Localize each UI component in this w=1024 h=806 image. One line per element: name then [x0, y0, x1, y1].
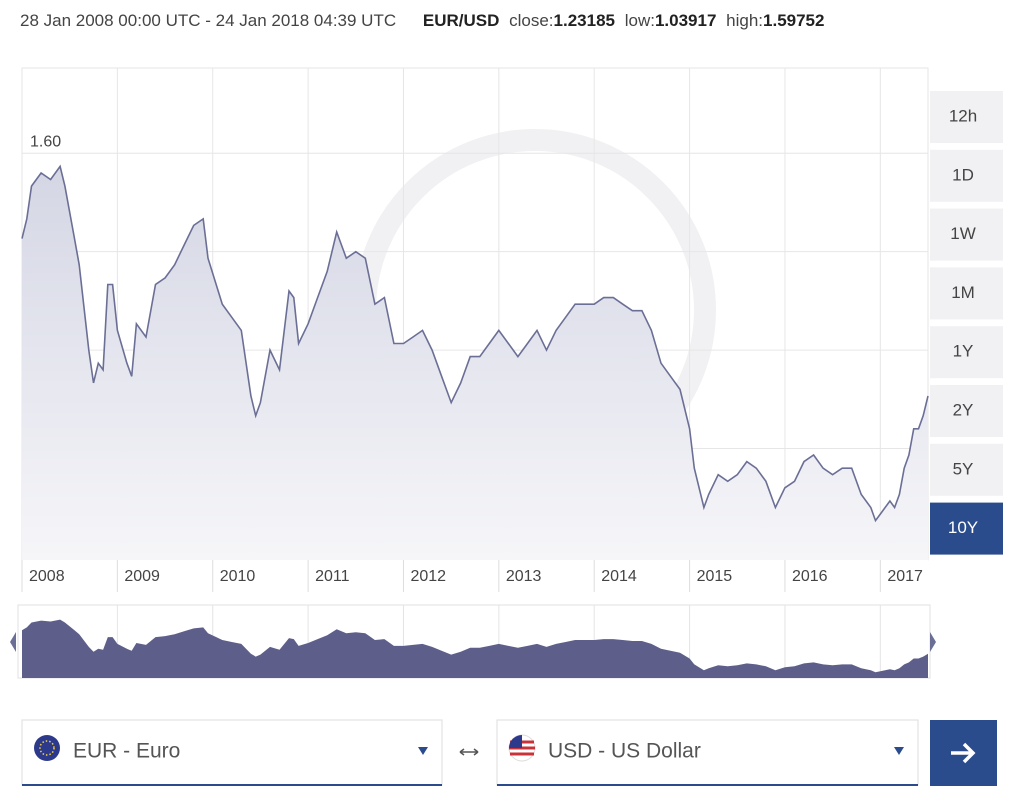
x-tick-label: 2008	[29, 568, 65, 585]
x-axis-strip	[22, 560, 928, 592]
period-button[interactable]	[930, 385, 1003, 437]
swap-icon[interactable]	[459, 748, 479, 756]
to-label: USD - US Dollar	[548, 740, 701, 763]
eu-flag	[34, 735, 60, 761]
y-tick-label: 1.60	[30, 133, 61, 150]
period-buttons: 12h 1D 1W 1M 1Y 2Y 5Y 10Y	[930, 91, 1003, 555]
period-button[interactable]	[930, 443, 1003, 496]
to-select[interactable]	[496, 719, 919, 786]
period-label: 1D	[952, 165, 974, 184]
eu-stars	[39, 740, 55, 756]
period-label: 1M	[951, 283, 975, 302]
nav-handle-left[interactable]	[10, 632, 16, 652]
x-tick-label: 2012	[410, 568, 446, 585]
nav-handle-right[interactable]	[930, 632, 936, 652]
x-axis: 2008 2009 2010 2011 2012 2013 2014 2015 2016 2017	[21, 560, 923, 592]
low-label: low:	[625, 11, 655, 30]
from-select[interactable]	[21, 719, 443, 786]
x-tick-label: 2010	[220, 568, 256, 585]
arrow-icon	[951, 742, 976, 764]
period-button[interactable]	[930, 208, 1003, 261]
range: 28 Jan 2008 00:00 UTC - 24 Jan 2018 04:3…	[20, 11, 396, 30]
area	[22, 166, 928, 560]
x-tick-label: 2009	[124, 568, 160, 585]
period-button[interactable]	[930, 149, 1003, 202]
period-button[interactable]	[930, 502, 1003, 555]
plot: 1.001.151.301.451.60	[21, 133, 929, 560]
from-caret	[418, 747, 428, 755]
period-label: 12h	[949, 106, 977, 125]
high-label: high:	[726, 11, 763, 30]
x-tick-label: 2014	[601, 568, 637, 585]
x-tick-label: 2017	[887, 568, 923, 585]
close: 1.23185	[554, 11, 615, 30]
header: 28 Jan 2008 00:00 UTC - 24 Jan 2018 04:3…	[20, 11, 824, 30]
from-label: EUR - Euro	[73, 740, 180, 763]
x-tick-label: 2011	[315, 568, 350, 585]
pair: EUR/USD	[423, 11, 500, 30]
high: 1.59752	[763, 11, 824, 30]
price-line	[21, 164, 929, 523]
period-button[interactable]	[930, 91, 1003, 143]
x-tick-label: 2015	[697, 568, 733, 585]
x-tick-label: 2013	[506, 568, 542, 585]
period-label: 2Y	[953, 400, 974, 419]
period-label: 1W	[950, 224, 976, 243]
us-flag	[508, 734, 536, 762]
period-label: 10Y	[948, 518, 978, 537]
period-label: 5Y	[953, 459, 974, 478]
x-tick-label: 2016	[792, 568, 828, 585]
close-label: close:	[509, 11, 553, 30]
to-caret	[894, 747, 904, 755]
period-label: 1Y	[953, 342, 974, 361]
navigator-plot	[22, 605, 928, 678]
period-button[interactable]	[930, 326, 1003, 379]
low: 1.03917	[655, 11, 716, 30]
period-button[interactable]	[930, 267, 1003, 320]
nav-area	[22, 619, 928, 678]
